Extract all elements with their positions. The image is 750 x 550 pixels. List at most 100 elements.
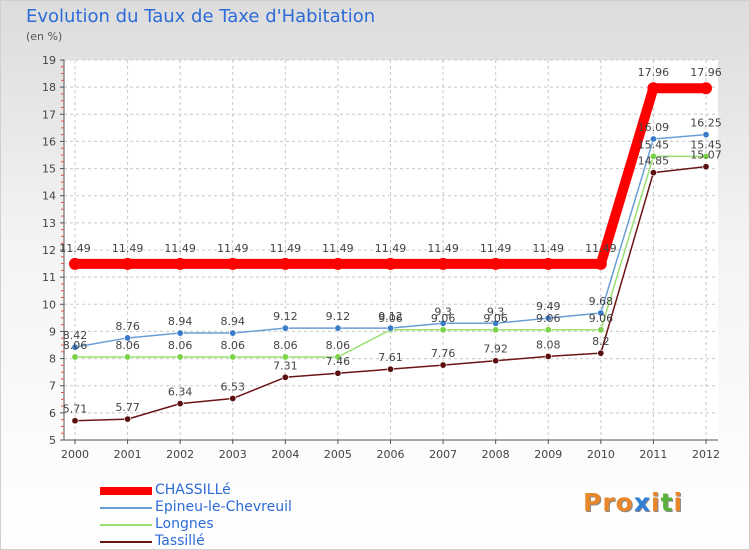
data-point [281,353,289,361]
data-label: 9.68 [589,295,614,308]
data-point [439,326,447,334]
data-label: 9.06 [483,312,508,325]
chart-subtitle: (en %) [26,30,63,43]
data-point [597,349,605,357]
y-tick-label: 9 [49,325,56,338]
line-chart: 5 6 7 8 9 10 11 12 13 14 15 16 17 18 19 2000 2001 2002 200… [42,54,722,461]
data-point [124,334,132,342]
data-label: 17.96 [690,66,722,79]
y-tick-label: 18 [42,81,56,94]
data-point [702,163,710,171]
x-tick-label: 2005 [324,448,352,461]
data-label: 5.71 [63,403,88,416]
data-label: 11.49 [59,242,91,255]
chart-title: Evolution du Taux de Taxe d'Habitation [26,6,376,27]
data-point [649,135,657,143]
data-point [229,329,237,337]
data-point [386,365,394,373]
y-tick-label: 14 [42,190,56,203]
data-point [492,357,500,365]
data-label: 11.49 [585,242,617,255]
data-label: 11.49 [270,242,302,255]
data-label: 8.06 [115,339,140,352]
proxiti-logo: Proxiti [583,488,684,517]
data-label: 8.2 [592,335,610,348]
data-label: 7.61 [378,351,403,364]
data-point [124,415,132,423]
data-point [594,257,607,270]
data-point [279,257,292,270]
legend-label: CHASSILLé [155,482,231,498]
data-label: 11.49 [164,242,196,255]
data-point [544,314,552,322]
y-tick-label: 16 [42,135,56,148]
x-tick-label: 2004 [271,448,299,461]
data-point [649,169,657,177]
data-label: 15.45 [690,138,722,151]
data-label: 9.49 [536,300,561,313]
y-tick-label: 7 [49,380,56,393]
x-tick-label: 2012 [692,448,720,461]
data-point [334,353,342,361]
legend-swatch [100,487,152,495]
y-tick-label: 17 [42,108,56,121]
data-point [649,152,657,160]
data-label: 9.12 [273,310,298,323]
data-point [334,324,342,332]
x-tick-label: 2002 [166,448,194,461]
y-tick-label: 6 [49,407,56,420]
y-tick-label: 11 [42,271,56,284]
data-point [69,257,81,270]
data-label: 11.49 [322,242,354,255]
x-tick-label: 2000 [61,448,89,461]
data-point [647,82,660,95]
data-point [492,326,500,334]
data-label: 11.49 [480,242,512,255]
data-label: 9.12 [326,310,351,323]
x-tick-label: 2007 [429,448,457,461]
data-point [229,394,237,402]
data-label: 17.96 [638,66,670,79]
data-point [702,131,710,139]
data-point [597,326,605,334]
data-point [542,257,555,270]
data-point [544,326,552,334]
y-tick-label: 8 [49,353,56,366]
data-point [439,319,447,327]
x-tick-label: 2006 [377,448,405,461]
data-point [702,152,710,160]
data-point [492,319,500,327]
data-point [597,309,605,317]
y-tick-label: 10 [42,298,56,311]
data-point [384,257,397,270]
data-point [71,343,79,351]
data-label: 15.45 [638,138,670,151]
x-tick-label: 2011 [639,448,667,461]
data-label: 7.31 [273,359,298,372]
data-point [176,400,184,408]
x-tick-label: 2009 [534,448,562,461]
data-label: 9.06 [431,312,456,325]
data-label: 11.49 [375,242,407,255]
legend-label: Longnes [155,516,214,532]
data-point [71,353,79,361]
data-point [386,324,394,332]
data-label: 6.34 [168,386,193,399]
data-label: 8.76 [115,320,140,333]
data-label: 7.92 [483,343,508,356]
data-label: 8.42 [63,329,88,342]
data-label: 8.06 [221,339,246,352]
data-point [439,361,447,369]
data-label: 11.49 [217,242,249,255]
data-point [700,82,712,95]
data-point [71,417,79,425]
data-label: 8.06 [273,339,298,352]
data-label: 7.76 [431,347,456,360]
x-tick-label: 2001 [114,448,142,461]
legend-label: Epineu-le-Chevreuil [155,499,292,515]
data-label: 9.06 [589,312,614,325]
legend-swatch [100,507,152,509]
data-label: 8.06 [63,339,88,352]
legend-swatch [100,524,152,526]
data-label: 11.49 [427,242,459,255]
